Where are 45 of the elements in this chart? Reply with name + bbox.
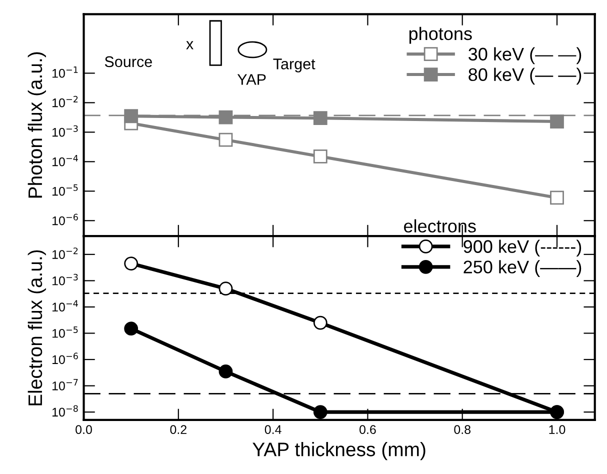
y-axis-title: Photon flux (a.u.) — [28, 52, 46, 198]
y-tick-label: 10$^{−4}$ — [52, 300, 78, 312]
x-tick-label: 1.0 — [549, 425, 566, 434]
point — [124, 256, 138, 270]
point — [313, 150, 328, 164]
legend-label: 80 keV (— —) — [468, 68, 582, 85]
y-tick-label: 10$^{−8}$ — [52, 405, 78, 417]
annotation: Target — [273, 58, 316, 72]
y-tick-label: 10$^{−7}$ — [52, 379, 78, 390]
annotation: x — [186, 41, 194, 50]
point — [550, 190, 564, 205]
annotation: Source — [104, 56, 152, 68]
legend-label: 900 keV (------) — [464, 240, 582, 257]
y-tick-label: 10$^{−5}$ — [52, 184, 78, 196]
point — [550, 114, 564, 128]
y-tick-label: 10$^{−3}$ — [52, 125, 78, 137]
x-tick-label: 0.4 — [264, 425, 282, 434]
annotation: YAP — [237, 74, 266, 85]
point — [218, 110, 233, 124]
legend-title: electrons — [404, 219, 476, 233]
point — [218, 132, 233, 147]
y-tick-label: 10$^{−1}$ — [52, 66, 78, 78]
x-axis-title: YAP thickness (mm) — [252, 442, 426, 460]
point — [124, 322, 138, 336]
y-tick-label: 10$^{−6}$ — [52, 214, 78, 226]
y-tick-label: 10$^{−4}$ — [52, 154, 78, 166]
legend-label: 250 keV (——) — [464, 260, 582, 277]
y-axis-title: Electron flux (a.u.) — [28, 250, 46, 406]
point — [313, 405, 328, 419]
x-tick-label: 0.8 — [454, 425, 470, 434]
y-tick-label: 10$^{−2}$ — [52, 248, 78, 259]
x-tick-label: 0.0 — [76, 425, 92, 434]
point — [313, 111, 328, 126]
y-tick-label: 10$^{−3}$ — [52, 274, 78, 286]
point — [218, 364, 233, 378]
x-tick-label: 0.2 — [170, 425, 186, 434]
point — [124, 109, 138, 124]
point — [218, 282, 233, 296]
point — [313, 316, 328, 330]
legend-label: 30 keV (— —) — [468, 47, 582, 64]
legend-title: photons — [409, 26, 472, 44]
y-tick-label: 10$^{−6}$ — [52, 352, 78, 364]
y-tick-label: 10$^{−2}$ — [52, 96, 78, 108]
y-tick-label: 10$^{−5}$ — [52, 326, 78, 338]
x-tick-label: 0.6 — [360, 425, 376, 434]
